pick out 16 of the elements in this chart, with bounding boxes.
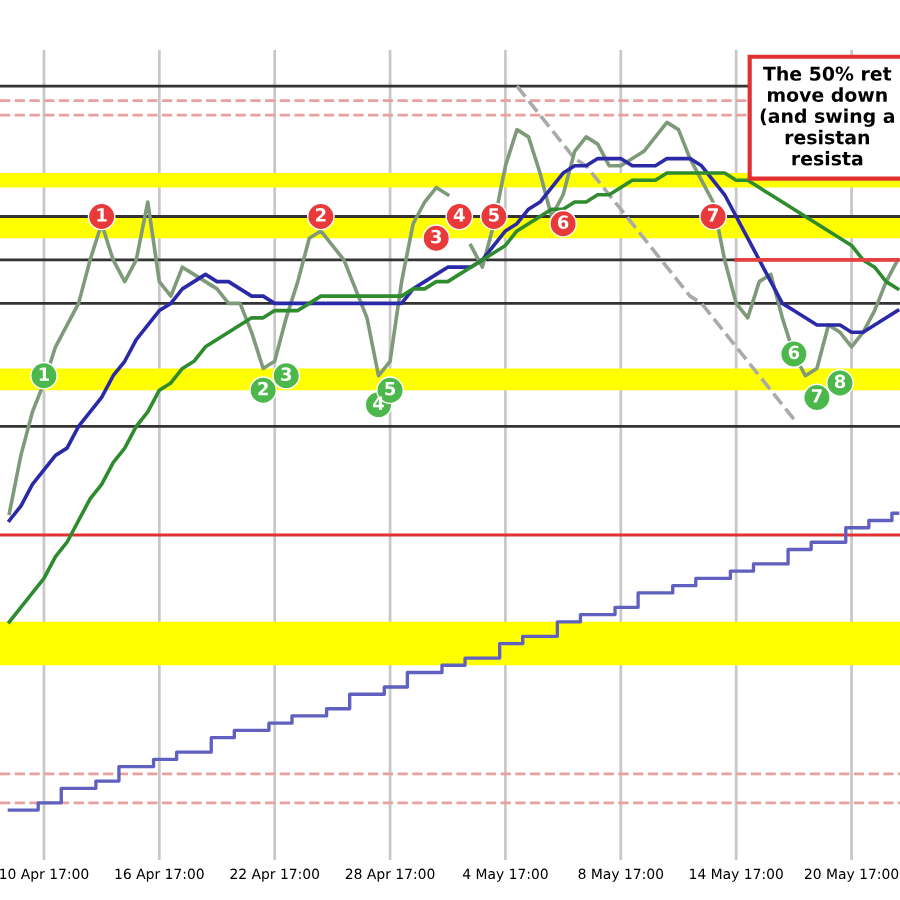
series-label: 2 (258, 381, 268, 396)
series-label: 4 (373, 396, 384, 410)
series-label: 3 (281, 367, 292, 381)
series-label: 5 (385, 382, 396, 396)
series-label: 7 (708, 208, 718, 222)
series-label: 6 (557, 215, 569, 229)
series-label: 4 (453, 208, 465, 222)
series-label: 3 (431, 229, 442, 244)
series-label: 6 (788, 345, 800, 360)
series-label: 7 (811, 389, 822, 403)
series-label: 1 (97, 208, 107, 222)
series-label: 5 (489, 208, 499, 222)
series-label: 1 (39, 367, 49, 381)
annotation: The 50% ret move down (and swing a resistan resista (760, 66, 895, 166)
series-label: 2 (315, 208, 326, 222)
series-label: 8 (834, 374, 846, 389)
